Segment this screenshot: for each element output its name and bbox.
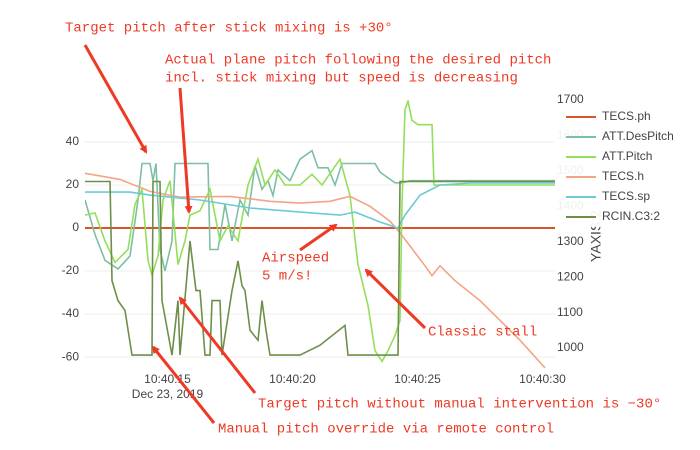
arrow <box>364 268 427 330</box>
annotation: Target pitch after stick mixing is +30° <box>65 21 393 37</box>
x-date-label: Dec 23, 2019 <box>132 387 204 401</box>
annotation: Airspeed <box>262 251 329 267</box>
annotation: Manual pitch override via remote control <box>218 422 554 438</box>
y-tick-label: -60 <box>62 349 80 363</box>
x-tick-label: 10:40:15 <box>144 372 191 386</box>
series-line <box>85 182 555 229</box>
annotation: Target pitch without manual intervention… <box>258 397 661 413</box>
series-line <box>85 100 555 363</box>
y2-tick-label: 1300 <box>557 234 584 248</box>
y2-tick-label: 1100 <box>557 305 583 319</box>
x-tick-label: 10:40:20 <box>269 372 316 386</box>
annotation: incl. stick mixing but speed is decreasi… <box>165 71 518 87</box>
y-tick-label: 20 <box>66 177 80 191</box>
x-tick-label: 10:40:30 <box>519 372 566 386</box>
legend-label: RCIN.C3:2 <box>602 209 660 223</box>
y2-tick-label: 1000 <box>557 340 584 354</box>
y-tick-label: -40 <box>62 306 80 320</box>
x-tick-label: 10:40:25 <box>394 372 441 386</box>
annotation-arrows <box>83 44 427 424</box>
legend-label: TECS.sp <box>602 189 650 203</box>
legend-label: TECS.ph <box>602 109 651 123</box>
annotation: 5 m/s! <box>262 269 312 285</box>
y-tick-label: -20 <box>62 263 80 277</box>
legend: TECS.ph ATT.DesPitch ATT.Pitch TECS.h TECS.s… <box>558 107 698 227</box>
legend-label: ATT.DesPitch <box>602 129 674 143</box>
legend-label: TECS.h <box>602 169 644 183</box>
series-line <box>85 149 555 272</box>
legend-background <box>558 107 698 227</box>
y-tick-label: 40 <box>66 134 80 148</box>
legend-label: ATT.Pitch <box>602 149 652 163</box>
annotations: Target pitch after stick mixing is +30° A… <box>65 21 661 438</box>
arrow <box>83 44 148 154</box>
plot-area <box>85 100 555 369</box>
y2-tick-label: 1200 <box>557 269 584 283</box>
arrow <box>178 296 257 394</box>
annotation: Actual plane pitch following the desired… <box>165 53 551 69</box>
y-tick-label: 0 <box>72 220 79 234</box>
arrow <box>178 87 193 214</box>
y2-tick-label: 1700 <box>557 92 584 106</box>
arrow <box>151 345 216 424</box>
annotation: Classic stall <box>428 325 537 341</box>
series-line <box>85 180 555 356</box>
arrow <box>299 223 338 252</box>
